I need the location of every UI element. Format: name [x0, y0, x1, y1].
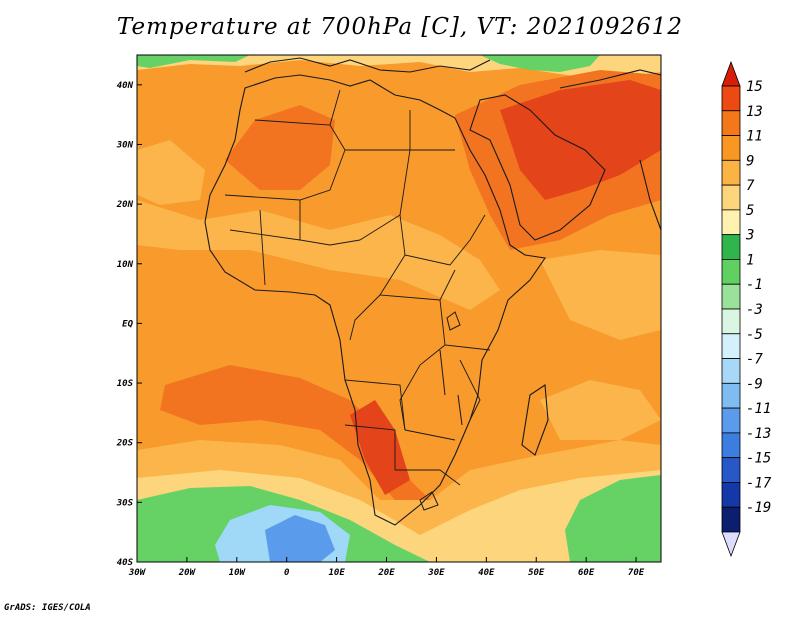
lat-tick-label: 40N	[117, 81, 134, 91]
lakes	[419, 311, 463, 511]
lon-tick-label: 30E	[427, 568, 445, 578]
india-coast	[639, 159, 661, 231]
field-sahel-mild	[137, 200, 500, 310]
colorbar-label: -3	[746, 302, 763, 318]
field-kalahari-hot	[350, 400, 410, 495]
colorbar-label: 7	[746, 178, 755, 194]
grads-credit: GrADS: IGES/COLA	[4, 603, 91, 613]
lon-tick-label: 20E	[377, 568, 395, 578]
field-north-cool	[137, 55, 250, 68]
field-atlantic-mild	[137, 140, 205, 205]
colorbar-swatch	[721, 506, 741, 533]
asia-coast	[559, 69, 661, 89]
coastlines	[204, 57, 661, 526]
colorbar-label: 1	[746, 252, 754, 268]
colorbar-swatch	[721, 283, 741, 310]
colorbar-swatch	[721, 308, 741, 335]
lat-tick-label: 10N	[117, 260, 134, 270]
lat-tick-label: 20S	[116, 439, 134, 449]
colorbar-swatch	[721, 333, 741, 359]
lat-tick-label: EQ	[122, 319, 133, 329]
colorbar-label: 9	[746, 153, 754, 169]
field-north-cool-2	[480, 55, 600, 72]
colorbar-label: -5	[746, 327, 763, 343]
country-borders	[224, 89, 491, 486]
colorbar-label: -17	[746, 475, 772, 491]
lon-tick-label: 0	[284, 568, 290, 578]
field-southern-warm	[160, 365, 430, 500]
lat-tick-label: 20N	[116, 200, 134, 210]
colorbar-cap-bottom	[721, 531, 741, 558]
lon-tick-label: 50E	[528, 568, 545, 578]
field-south-warm-7	[137, 440, 661, 535]
colorbar-label: -7	[746, 352, 763, 368]
colorbar-swatch	[721, 184, 741, 211]
colorbar-label: 11	[746, 129, 763, 145]
axis-ticks: 30W 20W 10W 0 10E 20E 30E 40E 50E 60E 70E 40N 30N 20N…	[116, 81, 645, 578]
colorbar-label: -13	[746, 426, 771, 442]
lat-tick-label: 30N	[116, 140, 134, 150]
lon-tick-label: 20W	[178, 568, 197, 578]
arabia-coast	[469, 94, 606, 241]
field-east-cool	[565, 475, 661, 562]
lat-tick-label: 10S	[117, 379, 134, 389]
colorbar-swatch	[721, 457, 741, 483]
colorbar-swatch	[721, 259, 741, 285]
colorbar-cap-top	[721, 60, 741, 87]
lon-tick-label: 40E	[478, 568, 495, 578]
colorbar-label: -1	[746, 277, 763, 293]
field-arabia-hot	[500, 80, 661, 200]
field-sahara-warm	[225, 105, 335, 190]
colorbar-label: -11	[746, 401, 771, 417]
lon-tick-label: 30W	[128, 568, 147, 578]
colorbar-swatch	[721, 234, 741, 260]
colorbar-swatch	[721, 432, 741, 459]
colorbar-label: -15	[746, 451, 771, 467]
field-south-colder	[265, 515, 335, 562]
europe-coast	[244, 57, 491, 73]
colorbar-swatch	[721, 482, 741, 508]
lon-tick-label: 70E	[628, 568, 645, 578]
colorbar-swatch	[721, 407, 741, 434]
lon-tick-label: 10W	[229, 568, 247, 578]
colorbar-swatch	[721, 159, 741, 186]
colorbar-swatch	[721, 135, 741, 161]
colorbar-swatch	[721, 358, 741, 384]
africa-coast	[204, 74, 546, 526]
madagascar-coast	[521, 384, 549, 456]
lon-tick-label: 60E	[578, 568, 595, 578]
colorbar-label: -19	[746, 500, 771, 516]
map-frame	[136, 54, 662, 563]
colorbar-swatch	[721, 209, 741, 236]
field-indian-mild	[540, 250, 661, 340]
colorbar-swatch	[721, 382, 741, 409]
field-indian-mild-2	[540, 380, 661, 440]
map-panel	[137, 55, 661, 562]
lon-tick-label: 10E	[328, 568, 345, 578]
colorbar-label: 3	[745, 228, 754, 244]
colorbar-swatch	[721, 110, 741, 136]
lat-tick-label: 40S	[117, 558, 134, 568]
map-title: Temperature at 700hPa [C], VT: 202109261…	[116, 14, 684, 40]
colorbar-swatch	[721, 85, 741, 112]
colorbar-label: 15	[746, 79, 763, 95]
colorbar-label: 5	[746, 203, 754, 219]
colorbar-label: -9	[746, 376, 763, 392]
colorbar-label: 13	[746, 104, 763, 120]
lat-tick-label: 30S	[116, 498, 134, 508]
colorbar: 15 13 11 9 7 5 3 1 -1 -3 -5 -7 -9 -11 -13 -15 -17 -19	[721, 60, 772, 558]
